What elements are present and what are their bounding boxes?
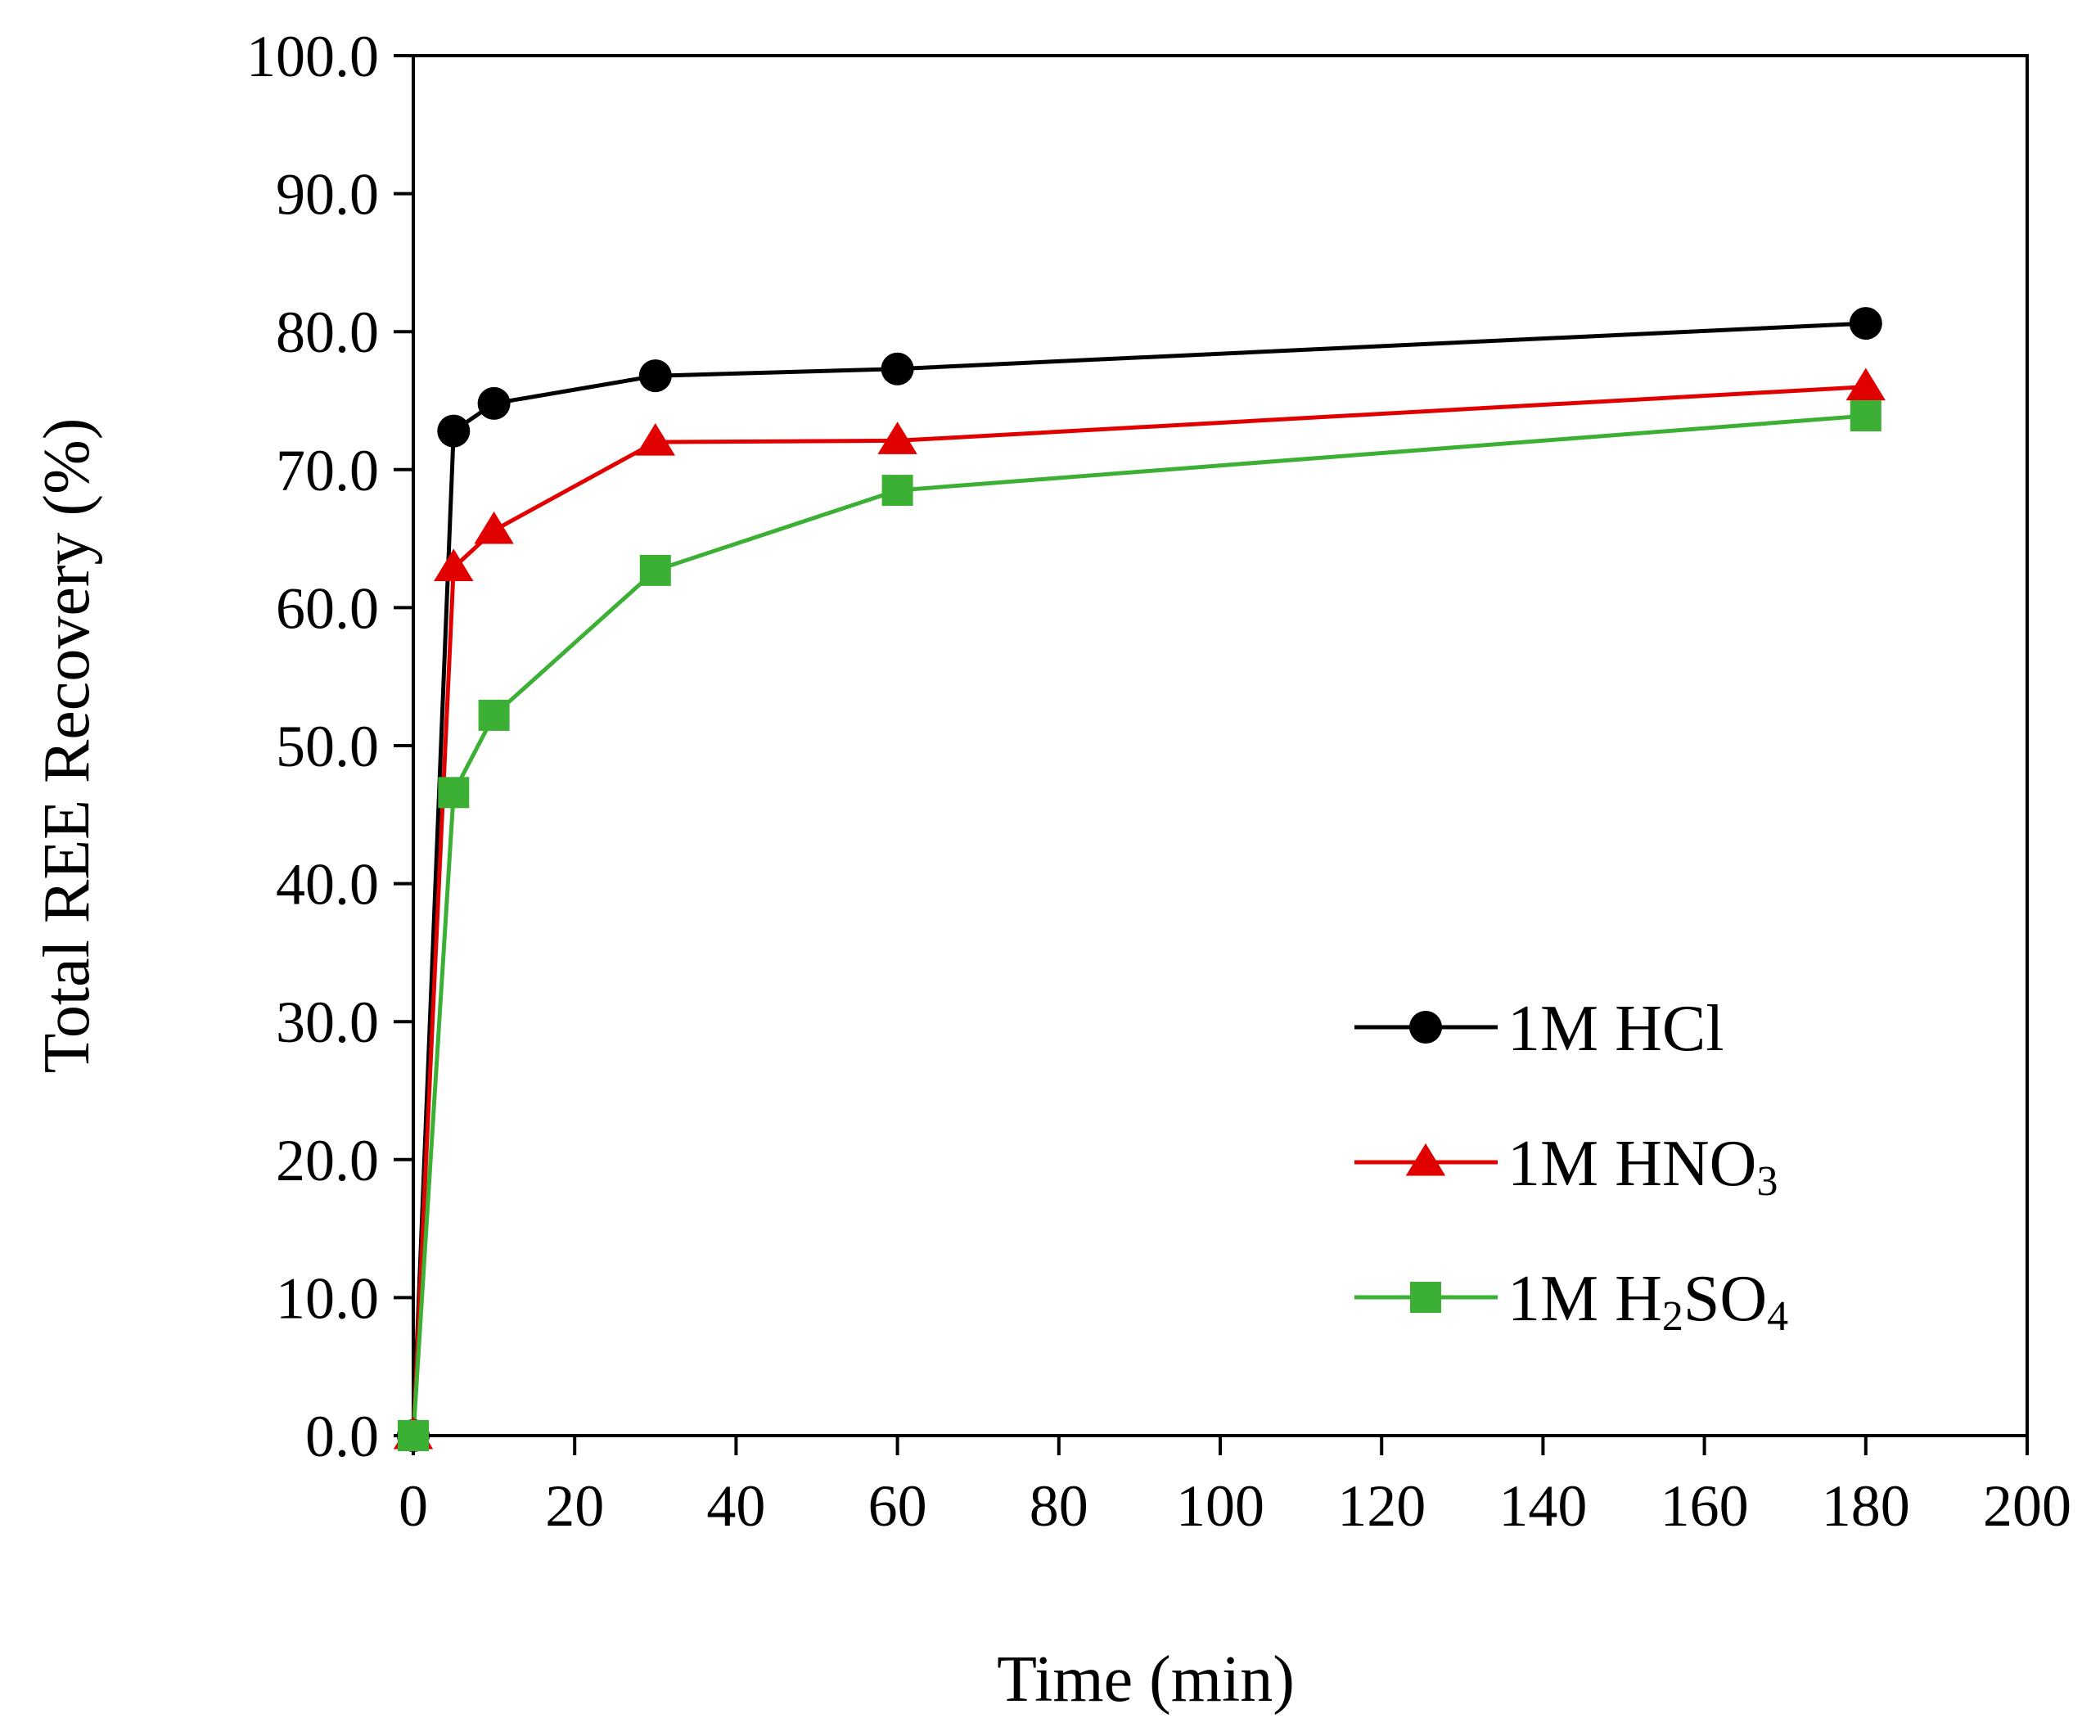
data-point-series-3 <box>881 475 913 507</box>
data-point-series-2 <box>474 511 514 544</box>
series-line-1 <box>411 321 1866 1436</box>
x-tick-label: 80 <box>1030 1473 1088 1539</box>
y-tick-label: 10.0 <box>276 1265 379 1331</box>
legend-item-2: 1M HNO3 <box>1354 1128 1778 1205</box>
series-line-3 <box>411 413 1866 1436</box>
data-point-series-3 <box>1850 400 1881 432</box>
x-tick-label: 20 <box>545 1473 604 1539</box>
y-tick-label: 80.0 <box>276 300 379 365</box>
legend-item-3: 1M H2SO4 <box>1354 1263 1788 1340</box>
series-markers <box>393 307 1886 1452</box>
y-tick-label: 20.0 <box>276 1128 379 1193</box>
data-point-series-3 <box>398 1420 429 1451</box>
legend-label: 1M H2SO4 <box>1507 1263 1788 1340</box>
data-point-series-1 <box>881 352 914 386</box>
data-point-series-1 <box>477 386 511 420</box>
axis-tick-labels: 0 20 40 60 80 100 120 140 160 180 200 0.0 10.0 20.0 30… <box>246 24 2071 1539</box>
legend-marker <box>1410 1282 1441 1313</box>
y-tick-label: 70.0 <box>276 438 379 503</box>
data-point-series-1 <box>437 414 471 448</box>
series-line-2 <box>411 385 1866 1436</box>
y-axis-label: Total REE Recovery (%) <box>31 418 103 1074</box>
data-point-series-1 <box>638 359 672 393</box>
x-tick-label: 200 <box>1983 1473 2071 1539</box>
y-tick-label: 40.0 <box>276 852 379 918</box>
legend-label: 1M HNO3 <box>1507 1128 1778 1205</box>
y-tick-label: 90.0 <box>276 162 379 228</box>
data-point-series-2 <box>635 422 675 456</box>
legend-item-1: 1M HCl <box>1354 993 1724 1065</box>
data-point-series-3 <box>639 554 671 586</box>
legend-label: 1M HCl <box>1507 993 1724 1065</box>
series-lines <box>411 321 1866 1436</box>
y-tick-label: 0.0 <box>305 1404 379 1469</box>
x-tick-label: 100 <box>1176 1473 1264 1539</box>
data-point-series-2 <box>1845 367 1886 401</box>
x-tick-label: 140 <box>1498 1473 1587 1539</box>
data-point-series-2 <box>434 548 474 582</box>
x-tick-label: 180 <box>1822 1473 1910 1539</box>
x-tick-label: 120 <box>1337 1473 1426 1539</box>
x-tick-label: 40 <box>706 1473 765 1539</box>
data-point-series-2 <box>877 422 917 454</box>
data-point-series-3 <box>478 699 510 731</box>
data-point-series-1 <box>1849 307 1882 340</box>
legend-marker <box>1405 1143 1446 1176</box>
data-point-series-3 <box>438 777 470 809</box>
y-tick-label: 30.0 <box>276 990 379 1055</box>
y-tick-label: 50.0 <box>276 714 379 779</box>
y-tick-label: 100.0 <box>246 24 379 89</box>
x-tick-label: 0 <box>399 1473 428 1539</box>
legend-marker <box>1409 1011 1442 1044</box>
legend: 1M HCl 1M HNO3 1M H2SO4 <box>1354 993 1788 1340</box>
x-tick-label: 60 <box>868 1473 927 1539</box>
y-tick-label: 60.0 <box>276 575 379 641</box>
x-tick-label: 160 <box>1661 1473 1749 1539</box>
x-axis-label: Time (min) <box>997 1644 1295 1716</box>
